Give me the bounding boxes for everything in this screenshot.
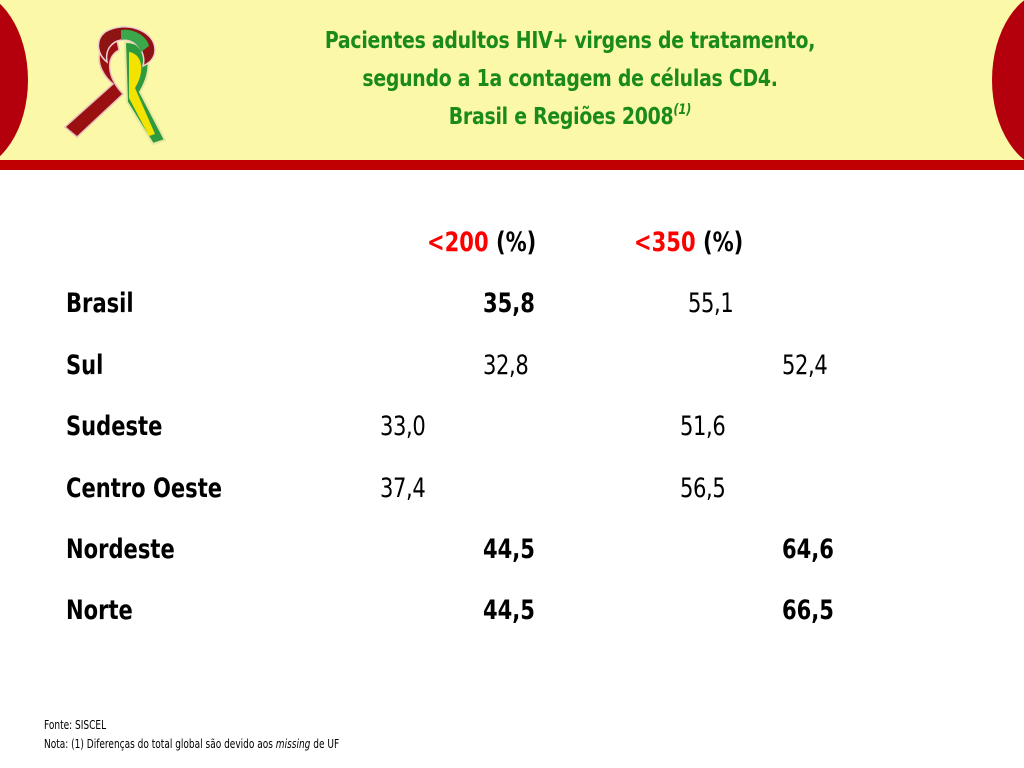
value-sul-lt200: 32,8	[483, 350, 529, 381]
header-band	[0, 0, 1024, 160]
value-sudeste-lt350: 51,6	[680, 411, 726, 442]
header-divider	[0, 160, 1024, 170]
column-header-lt350: <350 (%)	[634, 226, 743, 260]
value-centro-oeste-lt200: 37,4	[380, 473, 426, 504]
value-brasil-lt350: 55,1	[688, 288, 734, 319]
footer-note-italic: missing	[275, 737, 311, 751]
value-brasil-lt200: 35,8	[483, 288, 535, 319]
row-label-sudeste: Sudeste	[66, 411, 163, 442]
footer-note: Nota: (1) Diferenças do total global são…	[44, 737, 339, 751]
row-label-sul: Sul	[66, 350, 104, 381]
value-nordeste-lt200: 44,5	[483, 534, 535, 565]
value-centro-oeste-lt350: 56,5	[680, 473, 726, 504]
page-title: Pacientes adultos HIV+ virgens de tratam…	[308, 22, 833, 136]
value-sudeste-lt200: 33,0	[380, 411, 426, 442]
title-line-2: segundo a 1a contagem de células CD4.	[362, 66, 778, 92]
value-nordeste-lt350: 64,6	[782, 534, 834, 565]
title-line-1: Pacientes adultos HIV+ virgens de tratam…	[324, 28, 816, 54]
aids-ribbon-icon	[63, 26, 167, 146]
title-line-3-text: Brasil e Regiões 2008	[448, 104, 674, 130]
column-header-lt350-unit: (%)	[702, 227, 744, 258]
column-header-lt200-threshold: <200	[427, 227, 489, 258]
row-label-norte: Norte	[66, 595, 133, 626]
title-line-3: Brasil e Regiões 2008(1)	[308, 98, 833, 136]
value-norte-lt200: 44,5	[483, 595, 535, 626]
title-superscript: (1)	[673, 102, 692, 118]
column-header-lt200-unit: (%)	[495, 227, 537, 258]
column-header-lt200: <200 (%)	[427, 226, 536, 260]
column-header-lt350-threshold: <350	[634, 227, 696, 258]
value-norte-lt350: 66,5	[782, 595, 834, 626]
footer-note-prefix: Nota: (1) Diferenças do total global são…	[44, 737, 276, 751]
row-label-brasil: Brasil	[66, 288, 134, 319]
row-label-centro-oeste: Centro Oeste	[66, 473, 223, 504]
value-sul-lt350: 52,4	[782, 350, 828, 381]
footer-source: Fonte: SISCEL	[44, 718, 107, 732]
footer-note-suffix: de UF	[310, 737, 340, 751]
row-label-nordeste: Nordeste	[66, 534, 175, 565]
